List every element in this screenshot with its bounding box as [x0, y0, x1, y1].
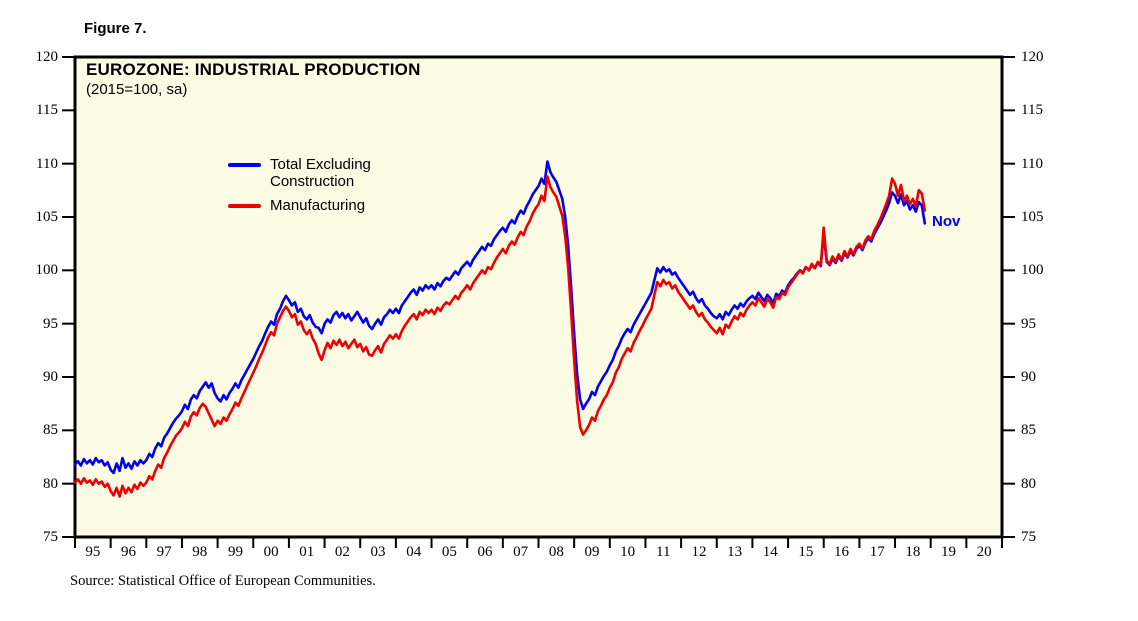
y-axis-label-right: 110: [1021, 155, 1043, 172]
x-axis-label: 00: [263, 544, 279, 560]
x-axis-label: 14: [762, 544, 778, 560]
x-axis-label: 18: [905, 544, 921, 560]
x-axis-label: 17: [869, 544, 885, 560]
legend-item-total-excluding-construction: Total Excluding Construction: [228, 156, 392, 190]
y-axis-label-right: 80: [1021, 475, 1036, 492]
legend: Total Excluding Construction Manufacturi…: [228, 156, 392, 214]
series-line-total-excluding-construction: [73, 160, 927, 475]
y-axis-label-left: 75: [43, 529, 58, 545]
chart-title: EUROZONE: INDUSTRIAL PRODUCTION: [86, 60, 421, 79]
y-axis-label-left: 105: [35, 209, 59, 225]
y-axis-label-right: 105: [1021, 209, 1044, 225]
x-axis-label: 97: [156, 544, 172, 560]
x-axis-label: 01: [299, 544, 315, 560]
x-axis-label: 13: [727, 544, 743, 560]
x-axis-label: 04: [406, 544, 422, 560]
y-axis-label-left: 85: [43, 422, 58, 439]
x-axis-label: 96: [120, 544, 136, 560]
x-axis-label: 11: [656, 544, 671, 560]
x-axis-label: 98: [192, 544, 208, 560]
y-axis-label-left: 100: [35, 262, 59, 279]
legend-swatch-red-line: [228, 204, 261, 208]
y-axis-label-right: 115: [1021, 102, 1043, 119]
x-axis-label: 08: [548, 544, 564, 560]
y-axis-label-left: 80: [43, 475, 58, 492]
y-axis-label-left: 120: [35, 49, 59, 65]
x-axis-label: 02: [334, 544, 350, 560]
x-axis-label: 99: [227, 544, 243, 560]
x-axis-label: 05: [441, 544, 457, 560]
y-axis-label-right: 85: [1021, 422, 1036, 439]
legend-item-manufacturing: Manufacturing: [228, 197, 392, 214]
x-axis-label: 09: [584, 544, 600, 560]
y-axis-label-right: 90: [1021, 369, 1036, 385]
chart-subtitle: (2015=100, sa): [86, 81, 188, 98]
figure-label: Figure 7.: [84, 20, 147, 37]
plot-area: [73, 55, 1004, 539]
x-axis-label: 20: [976, 544, 992, 560]
source-note: Source: Statistical Office of European C…: [70, 573, 376, 589]
y-axis-label-left: 110: [36, 155, 58, 172]
y-axis-label-left: 95: [43, 315, 58, 332]
series-line-manufacturing: [73, 175, 927, 498]
x-axis-label: 12: [691, 544, 707, 560]
x-axis-label: 95: [85, 544, 101, 560]
x-axis-label: 06: [477, 544, 493, 560]
x-axis-label: 03: [370, 544, 386, 560]
y-axis-label-left: 115: [36, 102, 58, 119]
y-axis-label-right: 100: [1021, 262, 1044, 279]
nov-annotation: Nov: [932, 213, 961, 230]
legend-label: Total Excluding Construction: [270, 156, 371, 190]
y-axis-label-left: 90: [43, 369, 58, 385]
y-axis-label-right: 75: [1021, 529, 1036, 545]
legend-label: Manufacturing: [270, 197, 366, 214]
y-axis-label-right: 120: [1021, 49, 1044, 65]
x-axis-label: 15: [798, 544, 814, 560]
x-axis-label: 07: [513, 544, 529, 560]
x-axis-label: 16: [834, 544, 850, 560]
y-axis-label-right: 95: [1021, 315, 1036, 332]
x-axis-label: 19: [941, 544, 957, 560]
x-axis-label: 10: [620, 544, 636, 560]
legend-swatch-blue-line: [228, 163, 261, 167]
